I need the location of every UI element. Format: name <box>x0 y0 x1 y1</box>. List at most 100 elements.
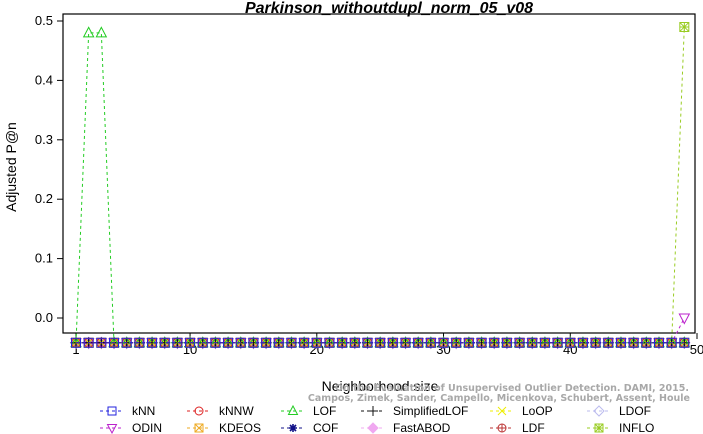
legend-marker <box>289 424 297 432</box>
data-point-ldof <box>310 336 324 349</box>
data-point-ldof <box>640 336 653 349</box>
data-point-ldof <box>297 336 311 349</box>
data-point-knn <box>590 337 601 348</box>
data-point-knn <box>451 337 462 348</box>
data-point-knn <box>286 337 297 348</box>
y-axis-label: Adjusted P@n <box>3 122 19 212</box>
data-point-ldof <box>399 336 412 349</box>
data-point-ldof <box>82 336 95 349</box>
legend-item-loop: LoOP <box>490 404 553 418</box>
data-point-ldof <box>538 336 552 349</box>
legend-item-fastabod: FastABOD <box>361 421 451 434</box>
data-point-lof <box>82 26 95 38</box>
legend-item-ldof: LDOF <box>587 404 651 418</box>
data-point-ldof <box>221 336 235 349</box>
credit-line-1: On the Evaluation of Unsupervised Outlie… <box>335 383 689 394</box>
data-point-knn <box>311 337 322 348</box>
data-point-knn <box>185 337 196 348</box>
legend-marker <box>194 406 204 416</box>
data-point-ldof <box>107 336 121 349</box>
data-point-knn <box>577 337 588 348</box>
legend-marker <box>497 423 507 433</box>
data-point-knn <box>375 337 386 348</box>
data-point-ldof <box>95 336 108 349</box>
legend-item-simplifiedlof: SimplifiedLOF <box>361 404 468 418</box>
legend-label: FastABOD <box>393 421 451 434</box>
data-point-ldof <box>437 336 450 349</box>
data-point-ldof <box>133 336 146 349</box>
legend-item-cof: COF <box>281 421 338 434</box>
legend-item-knn: kNN <box>100 404 155 418</box>
data-point-knn <box>666 337 677 348</box>
data-point-knn <box>172 337 183 348</box>
data-point-ldof <box>526 336 539 349</box>
y-tick-label: 0.0 <box>35 310 53 325</box>
series-line-inflo <box>76 26 685 344</box>
x-tick-label: 50 <box>690 342 703 357</box>
plot-area: 0.00.10.20.30.40.51 10 20 30 40 50 <box>35 13 703 357</box>
legend-label: ODIN <box>132 421 162 434</box>
data-point-knn <box>615 337 626 348</box>
data-point-ldof <box>424 336 438 349</box>
plot-frame <box>62 13 696 334</box>
data-point-ldof <box>652 336 666 349</box>
data-point-knn <box>273 337 284 348</box>
legend-label: LoOP <box>522 404 553 418</box>
legend-item-kdeos: KDEOS <box>187 421 261 434</box>
data-point-inflo <box>679 21 690 32</box>
data-point-ldof <box>551 336 564 349</box>
data-point-knn <box>83 337 94 348</box>
data-point-ldof <box>335 336 349 349</box>
data-point-knn <box>539 337 550 348</box>
y-tick-label: 0.1 <box>35 251 53 266</box>
data-point-ldof <box>449 336 463 349</box>
data-point-ldof <box>348 336 362 349</box>
data-point-ldof <box>602 336 615 349</box>
data-point-ldof <box>120 336 133 349</box>
data-point-knn <box>400 337 411 348</box>
data-point-knn <box>628 337 639 348</box>
data-point-ldof <box>462 336 476 349</box>
data-point-knn <box>425 337 436 348</box>
data-point-knn <box>121 337 132 348</box>
data-point-ldof <box>247 336 260 349</box>
legend-item-ldf: LDF <box>490 421 545 434</box>
data-point-knn <box>71 337 81 348</box>
data-point-ldof <box>158 336 171 349</box>
legend: kNN kNNW LOF SimplifiedLOF LoOP LDOF ODIN KDEOS… <box>100 404 654 434</box>
data-point-knn <box>413 337 424 348</box>
legend-label: KDEOS <box>219 421 261 434</box>
legend-marker <box>367 422 379 434</box>
credit-line-2: Campos, Zimek, Sander, Campello, Micenko… <box>308 393 690 404</box>
data-point-knn <box>159 337 170 348</box>
legend-marker <box>368 406 378 416</box>
data-point-knn <box>109 337 120 348</box>
legend-marker <box>594 423 604 433</box>
data-point-knn <box>235 337 246 348</box>
legend-item-inflo: INFLO <box>587 421 654 434</box>
legend-label: LDOF <box>619 404 651 418</box>
data-point-knn <box>603 337 614 348</box>
legend-marker <box>287 404 299 415</box>
data-point-ldof <box>259 336 273 349</box>
series-lof <box>70 26 691 348</box>
y-tick-label: 0.3 <box>35 132 53 147</box>
data-point-ldof <box>488 336 501 349</box>
data-point-knn <box>527 337 538 348</box>
data-point-ldof <box>513 336 526 349</box>
data-point-knn <box>387 337 398 348</box>
data-point-ldof <box>665 336 678 349</box>
data-point-ldof <box>500 336 514 349</box>
x-axis-label: Neighborhood size <box>322 378 439 394</box>
legend-marker <box>497 406 507 416</box>
data-point-knn <box>641 337 652 348</box>
data-point-knn <box>438 337 449 348</box>
series-knn <box>71 337 690 348</box>
legend-label: SimplifiedLOF <box>393 404 468 418</box>
data-point-ldof <box>678 336 691 349</box>
data-point-knn <box>514 337 525 348</box>
legend-label: LDF <box>522 421 545 434</box>
data-point-odin <box>678 313 691 325</box>
data-point-lof <box>95 26 108 38</box>
